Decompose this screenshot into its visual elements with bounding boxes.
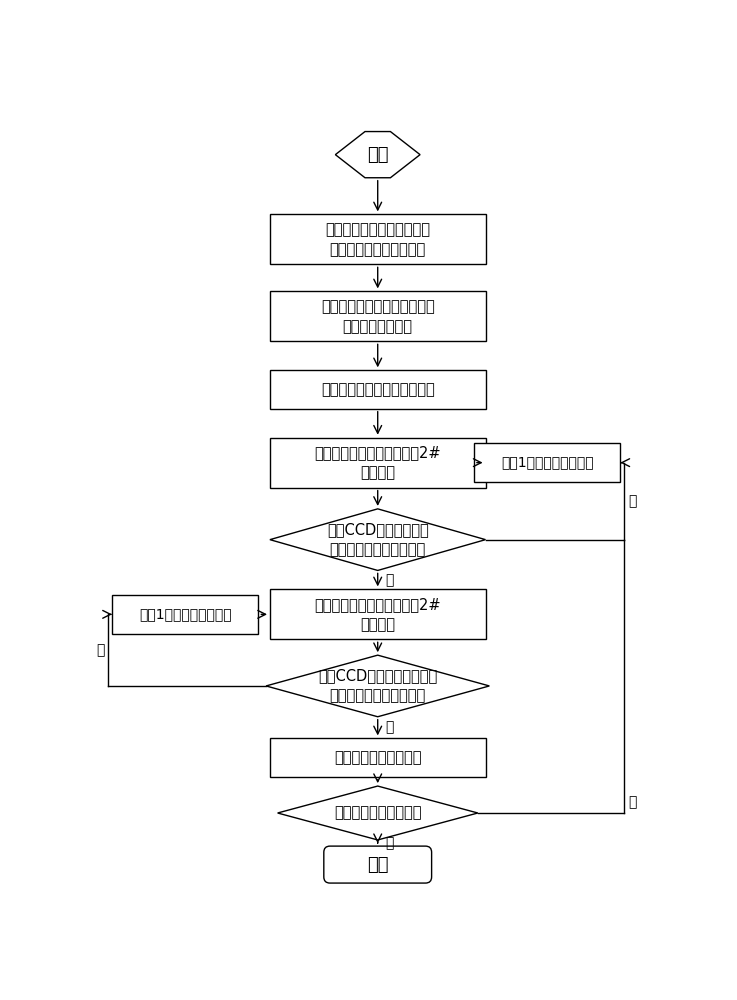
Text: 根据CCD的波长峰值，存在
最大布拉格反射光信号？: 根据CCD的波长峰值，存在 最大布拉格反射光信号？ [318,669,437,703]
Text: 是: 是 [385,836,394,850]
Text: 根据传感光栅的空间分布间
距，上位机设置脉冲脉宽: 根据传感光栅的空间分布间 距，上位机设置脉冲脉宽 [325,222,430,257]
Text: 否: 否 [628,795,636,809]
FancyBboxPatch shape [270,214,486,264]
Text: 存储当前光栅空间位置: 存储当前光栅空间位置 [334,750,422,765]
Text: 增加1个第二级时延精度: 增加1个第二级时延精度 [139,607,231,621]
FancyBboxPatch shape [270,589,486,639]
FancyBboxPatch shape [270,291,486,341]
Polygon shape [270,509,486,570]
Text: 否: 否 [96,643,105,657]
Text: 增加1个第一级时延精度: 增加1个第一级时延精度 [501,456,593,470]
Text: 是: 是 [385,721,394,735]
Text: 根据第一级时延精度，设置2#
脉冲延时: 根据第一级时延精度，设置2# 脉冲延时 [315,445,441,480]
Text: 开始: 开始 [367,146,388,164]
FancyBboxPatch shape [324,846,432,883]
FancyBboxPatch shape [474,443,621,482]
Text: 上位机光栅自动扫描模式指令: 上位机光栅自动扫描模式指令 [321,382,435,397]
Text: 根据传感光纤的长度，上位机
设置脉冲扫描周期: 根据传感光纤的长度，上位机 设置脉冲扫描周期 [321,299,435,334]
Text: 是: 是 [385,573,394,587]
Polygon shape [266,655,489,717]
Polygon shape [278,786,478,840]
Text: 根据CCD的波长峰值，
存在布拉格反射光信号？: 根据CCD的波长峰值， 存在布拉格反射光信号？ [326,522,429,557]
Text: 时延超过一个脉冲周期: 时延超过一个脉冲周期 [334,806,422,820]
FancyBboxPatch shape [112,595,259,634]
Polygon shape [335,132,420,178]
FancyBboxPatch shape [270,738,486,777]
Text: 结束: 结束 [367,856,388,874]
FancyBboxPatch shape [270,370,486,409]
Text: 否: 否 [628,494,636,508]
Text: 根据第二级时延精度，设置2#
脉冲延时: 根据第二级时延精度，设置2# 脉冲延时 [315,597,441,632]
FancyBboxPatch shape [270,438,486,488]
